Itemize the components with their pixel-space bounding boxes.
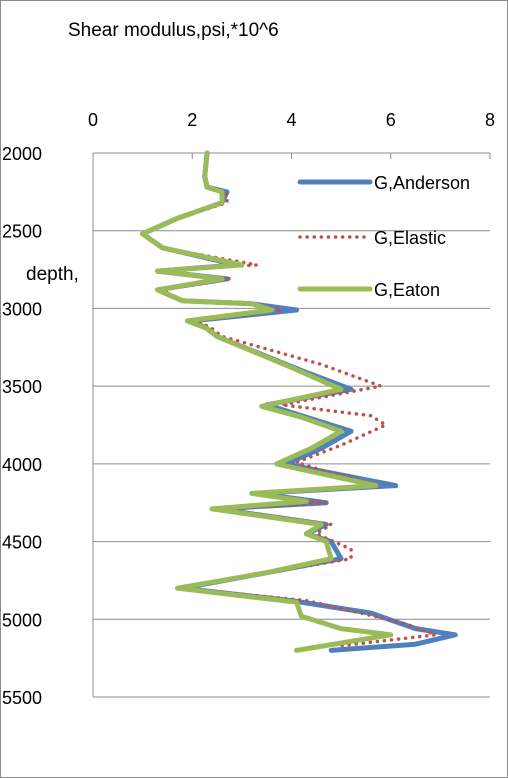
legend-label-3: G,Eaton — [374, 280, 440, 300]
x-tick-label-6: 6 — [386, 110, 396, 130]
legend-label-1: G,Anderson — [374, 173, 470, 193]
y-tick-label-2000: 2000 — [2, 144, 42, 164]
y-tick-label-5500: 5500 — [2, 688, 42, 708]
y-axis-label: depth, — [26, 264, 79, 285]
y-tick-label-5000: 5000 — [2, 610, 42, 630]
y-tick-label-3000: 3000 — [2, 299, 42, 319]
y-tick-label-4500: 4500 — [2, 533, 42, 553]
y-tick-label-2500: 2500 — [2, 222, 42, 242]
y-tick-label-4000: 4000 — [2, 455, 42, 475]
x-tick-label-0: 0 — [88, 110, 98, 130]
legend-label-2: G,Elastic — [374, 228, 446, 248]
x-tick-label-8: 8 — [485, 110, 495, 130]
series-line-3 — [140, 150, 394, 653]
x-tick-label-2: 2 — [187, 110, 197, 130]
x-tick-label-4: 4 — [286, 110, 296, 130]
chart-title: Shear modulus,psi,*10^6 — [68, 20, 279, 41]
y-tick-label-3500: 3500 — [2, 377, 42, 397]
